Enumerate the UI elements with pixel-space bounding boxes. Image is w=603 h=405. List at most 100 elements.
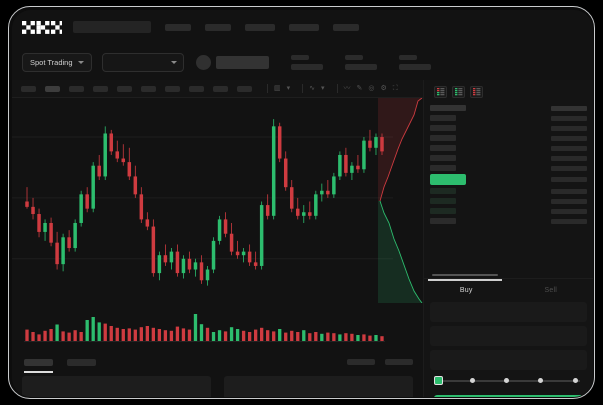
stat-label [344, 54, 363, 60]
table-row[interactable] [430, 186, 587, 196]
timeframe-button-10[interactable] [237, 85, 252, 92]
table-row[interactable] [430, 216, 587, 226]
ask-price [430, 125, 456, 131]
table-row[interactable] [430, 196, 587, 206]
order-amount-slider[interactable] [434, 375, 583, 387]
table-row[interactable] [430, 133, 587, 143]
timeframe-button-8[interactable] [189, 85, 204, 92]
orderbook-rows[interactable] [424, 103, 593, 278]
timeframe-button-2[interactable] [45, 85, 60, 92]
table-row[interactable] [430, 123, 587, 133]
pair-selector[interactable] [101, 52, 184, 72]
search-input[interactable] [73, 21, 151, 33]
line-tool-icon[interactable]: 〰 [343, 85, 351, 92]
current-price-row [430, 173, 587, 186]
bid-price [430, 208, 456, 214]
ask-price [430, 135, 456, 141]
tab-open-orders[interactable] [24, 358, 53, 373]
nav-item-5[interactable] [333, 23, 359, 31]
ask-price [430, 165, 456, 171]
settings-icon[interactable]: ⚙ [380, 85, 387, 92]
timeframe-button-5[interactable] [117, 85, 132, 92]
toolbar-divider [302, 84, 304, 93]
slider-handle[interactable] [434, 376, 443, 385]
stat-value [290, 63, 323, 70]
bottom-action-2[interactable] [385, 359, 413, 365]
timeframe-button-6[interactable] [141, 85, 156, 92]
slider-stop-25[interactable] [470, 377, 475, 383]
bottom-panel-right[interactable] [224, 376, 413, 397]
bid-size [551, 208, 587, 214]
orderbook-mode-asks[interactable] [470, 86, 483, 98]
timeframe-button-4[interactable] [93, 85, 108, 92]
market-stat-2 [344, 54, 377, 70]
chevron-down-icon [77, 60, 84, 64]
ask-size [551, 145, 587, 151]
ask-size [551, 165, 587, 171]
orderbook-header-size [551, 105, 587, 111]
orderbook-mode-switcher [424, 80, 593, 103]
candlestick-series [12, 119, 393, 286]
bid-price [430, 198, 456, 204]
orderbook-mode-bids[interactable] [452, 86, 465, 98]
orders-toolbar-actions [347, 359, 423, 365]
chevron-down-icon[interactable]: ▾ [286, 85, 291, 92]
bottom-action-1[interactable] [347, 359, 375, 365]
ask-size [551, 155, 587, 161]
tab-buy[interactable]: Buy [459, 287, 473, 294]
tab-order-history[interactable] [67, 358, 96, 366]
ask-size [551, 125, 587, 131]
order-total-field[interactable] [430, 350, 587, 370]
table-row[interactable] [430, 113, 587, 123]
nav-item-2[interactable] [205, 23, 231, 31]
chevron-down-icon [170, 60, 177, 64]
timeframe-button-1[interactable] [21, 85, 36, 92]
ask-size [551, 135, 587, 141]
timeframe-button-3[interactable] [69, 85, 84, 92]
timeframe-button-7[interactable] [165, 85, 180, 92]
volume-bar-series [24, 314, 385, 342]
orderbook-mode-both[interactable] [434, 86, 447, 98]
nav-item-1[interactable] [165, 23, 191, 31]
bid-size [551, 218, 587, 224]
indicators-icon[interactable]: ∿ [309, 85, 316, 92]
app-screen: Spot Trading [12, 10, 593, 397]
ask-price [430, 155, 456, 161]
pencil-icon[interactable]: ✎ [356, 85, 363, 92]
fullscreen-icon[interactable]: ⛶ [392, 85, 398, 92]
table-row[interactable] [430, 206, 587, 216]
market-stat-3 [398, 54, 431, 70]
trading-mode-selector[interactable]: Spot Trading [22, 52, 92, 72]
table-row[interactable] [430, 153, 587, 163]
table-row[interactable] [430, 163, 587, 173]
okx-logo-icon[interactable] [22, 20, 62, 34]
ask-size [551, 115, 587, 121]
order-amount-field[interactable] [430, 326, 587, 346]
candlestick-icon[interactable]: ▥ [274, 85, 281, 92]
nav-item-4[interactable] [289, 23, 319, 31]
nav-item-3[interactable] [245, 23, 275, 31]
bid-price [430, 188, 456, 194]
order-price-field[interactable] [430, 302, 587, 322]
timeframe-button-9[interactable] [213, 85, 228, 92]
price-chart[interactable] [12, 98, 423, 303]
table-row[interactable] [430, 143, 587, 153]
tab-sell[interactable]: Sell [544, 287, 557, 294]
orderbook-scrollbar[interactable] [432, 274, 498, 276]
slider-stop-100[interactable] [573, 377, 578, 383]
stat-value [398, 63, 431, 70]
orderbook-trade-panel: Buy Sell [423, 80, 593, 397]
orderbook-header-row [430, 103, 587, 113]
top-navigation-bar [12, 10, 593, 44]
chevron-down-icon[interactable]: ▾ [321, 85, 325, 92]
bottom-panel-left[interactable] [22, 376, 211, 397]
volume-chart [12, 303, 423, 351]
slider-stop-75[interactable] [538, 377, 543, 383]
submit-buy-button[interactable] [434, 395, 583, 397]
magnet-icon[interactable]: ◎ [368, 85, 375, 92]
slider-stop-50[interactable] [504, 377, 509, 383]
stat-label [398, 54, 417, 60]
orders-tab-bar [12, 351, 423, 373]
pair-coin-avatar [195, 54, 211, 70]
depth-chart-overlay [378, 98, 423, 303]
